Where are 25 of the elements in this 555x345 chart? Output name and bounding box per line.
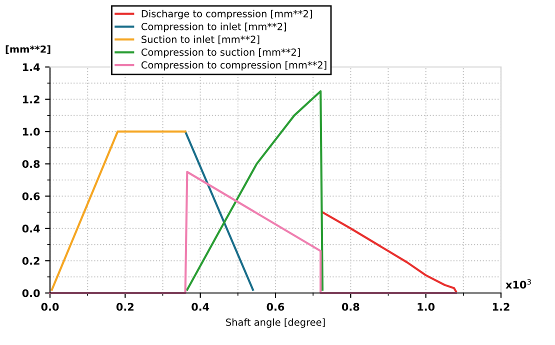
legend-label: Suction to inlet [mm**2]: [142, 35, 260, 44]
y-tick-label: 0.4: [22, 224, 40, 233]
y-tick-label: 1.0: [23, 128, 40, 136]
line-series: [186, 90, 324, 291]
x-tick-label: 0.6: [266, 302, 284, 311]
y-tick-label: 0.8: [22, 160, 40, 168]
y-tick-label: 1.2: [23, 96, 40, 104]
x-tick-label: 1.2: [492, 302, 510, 311]
y-axis-title: [mm**2]: [6, 45, 50, 54]
legend-label: Compression to compression [mm**2]: [141, 61, 326, 71]
x-axis-title: Shaft angle [degree]: [226, 318, 325, 328]
legend-label: Compression to inlet [mm**2]: [141, 22, 286, 32]
x-tick-label: 0.4: [192, 302, 210, 311]
x-tick-label: 1.0: [418, 302, 435, 311]
line-series: [321, 211, 457, 292]
x-tick-label: 0.2: [116, 302, 134, 311]
y-tick-label: 0.0: [22, 289, 40, 298]
y-tick-label: 0.2: [22, 256, 40, 265]
y-tick-label: 1.4: [23, 63, 40, 71]
text: x10$^{3}$: [506, 279, 531, 289]
x-tick-label: 0.0: [41, 302, 59, 311]
legend-label: Compression to suction [mm**2]: [141, 48, 300, 58]
y-tick-label: 0.6: [22, 192, 40, 200]
legend-label: Discharge to compression [mm**2]: [142, 10, 312, 20]
x-tick-label: 0.8: [342, 302, 360, 311]
